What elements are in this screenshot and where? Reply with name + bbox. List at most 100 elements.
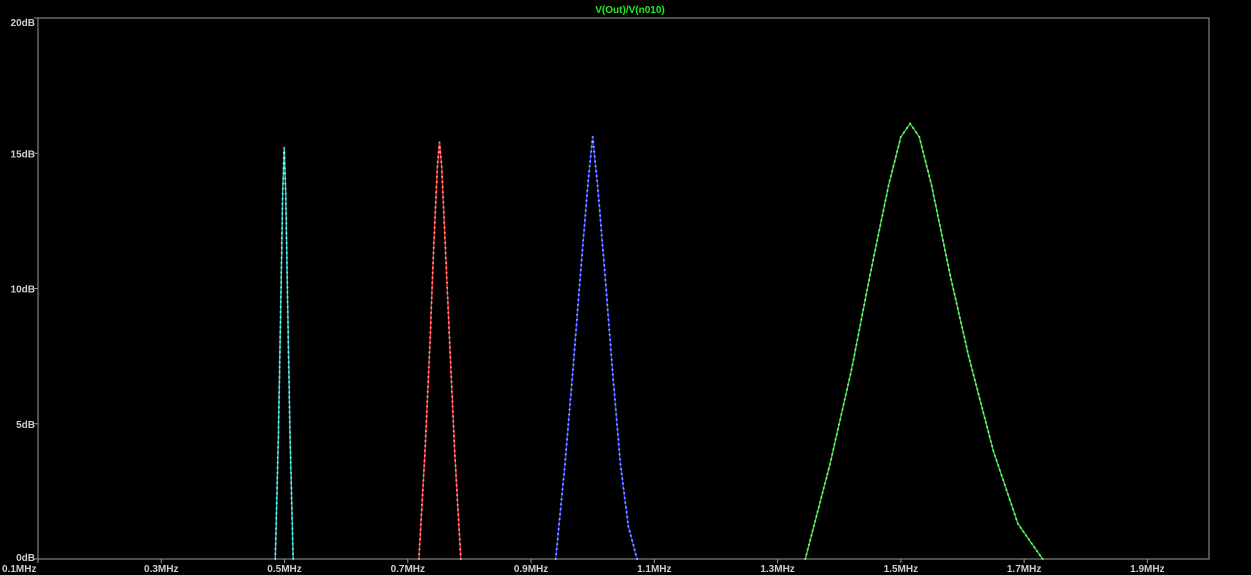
data-point <box>1011 508 1015 511</box>
data-point <box>878 229 881 232</box>
data-point <box>429 321 432 324</box>
data-point <box>279 341 282 344</box>
data-point <box>446 291 449 294</box>
data-point <box>275 507 278 510</box>
data-point <box>283 151 286 154</box>
data-point <box>940 234 944 237</box>
data-point <box>601 239 604 242</box>
data-point <box>936 214 939 217</box>
data-point <box>275 492 279 495</box>
data-point <box>428 356 431 359</box>
data-point <box>970 364 973 367</box>
data-point <box>275 512 278 515</box>
data-point <box>286 310 289 314</box>
data-point <box>420 518 423 521</box>
data-point <box>421 498 424 502</box>
data-point <box>902 131 906 134</box>
data-point <box>284 202 287 205</box>
data-point <box>275 497 278 500</box>
data-point <box>286 291 289 294</box>
data-point <box>583 224 586 227</box>
data-point <box>610 363 614 366</box>
series-points-3 <box>554 135 639 561</box>
data-point <box>597 199 600 202</box>
data-point <box>580 259 583 262</box>
data-point <box>276 486 279 490</box>
x-tick-label: 1.3MHz <box>760 564 794 575</box>
data-point <box>286 276 289 279</box>
data-point <box>614 403 617 406</box>
data-point <box>583 219 587 222</box>
data-point <box>617 438 620 441</box>
data-point <box>458 533 461 536</box>
data-point <box>284 197 287 200</box>
data-point <box>454 469 457 472</box>
data-point <box>280 241 283 245</box>
data-point <box>277 411 280 414</box>
data-point <box>609 343 612 346</box>
data-point <box>432 251 435 254</box>
data-point <box>827 468 830 471</box>
data-point <box>277 421 280 424</box>
data-point <box>997 464 1000 467</box>
data-point <box>566 438 569 441</box>
data-point <box>427 366 430 369</box>
data-point <box>575 328 578 331</box>
data-point <box>897 145 900 148</box>
data-point <box>595 170 598 173</box>
data-point <box>281 207 284 210</box>
y-tick-label: 0dB <box>16 553 35 564</box>
data-point <box>423 459 426 462</box>
data-point <box>276 456 279 459</box>
data-point <box>424 430 427 433</box>
data-point <box>929 179 932 182</box>
data-point <box>576 303 580 306</box>
data-point <box>875 244 878 247</box>
x-tick-label: 1.9MHz <box>1130 564 1164 575</box>
data-point <box>619 463 622 466</box>
data-point <box>565 443 568 446</box>
data-point <box>598 204 601 207</box>
data-point <box>941 239 945 242</box>
data-point <box>277 441 280 444</box>
data-point <box>286 281 289 284</box>
data-point <box>602 259 605 262</box>
data-point <box>425 410 428 413</box>
data-point <box>937 219 940 222</box>
data-point <box>915 131 918 134</box>
data-point <box>429 331 432 334</box>
data-point <box>428 351 431 354</box>
data-point <box>859 323 862 326</box>
data-point <box>615 423 619 426</box>
data-point <box>934 204 937 207</box>
data-point <box>952 288 955 291</box>
data-point <box>423 454 426 457</box>
data-point <box>804 557 807 561</box>
data-point <box>613 388 616 391</box>
data-point <box>806 548 809 551</box>
data-point <box>430 301 433 304</box>
data-point <box>445 271 448 274</box>
data-point <box>607 313 610 316</box>
data-point <box>948 268 951 272</box>
data-point <box>977 392 980 396</box>
data-point <box>434 216 437 219</box>
data-point <box>891 170 894 173</box>
data-point <box>636 557 639 561</box>
data-point <box>982 411 985 414</box>
data-point <box>448 331 451 334</box>
data-point <box>278 371 281 374</box>
data-point <box>560 498 563 501</box>
data-point <box>435 180 438 184</box>
data-point <box>584 209 587 212</box>
data-point <box>951 283 954 286</box>
data-point <box>426 395 429 398</box>
data-point <box>282 172 285 175</box>
data-point <box>571 378 574 381</box>
data-point <box>631 539 634 542</box>
data-point <box>274 547 277 551</box>
data-point <box>434 201 437 204</box>
data-point <box>605 288 608 291</box>
data-point <box>571 368 575 371</box>
